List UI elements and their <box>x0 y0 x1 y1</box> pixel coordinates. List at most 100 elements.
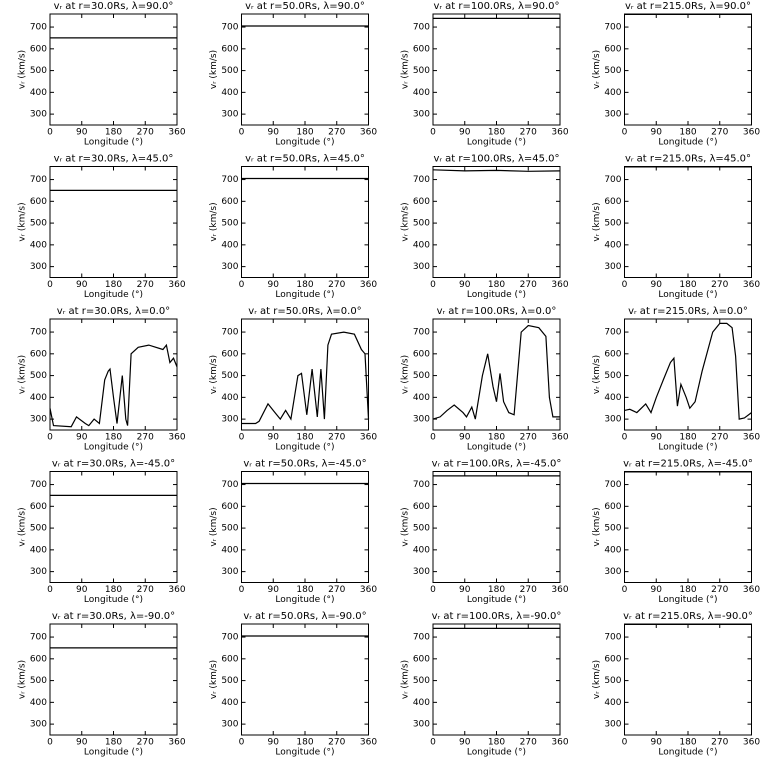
y-tick-label: 500 <box>413 371 430 381</box>
y-tick-label: 500 <box>30 676 47 686</box>
y-tick-label: 600 <box>30 44 47 54</box>
plot-frame <box>49 13 178 126</box>
y-tick-label: 700 <box>221 23 238 33</box>
x-tick-label: 0 <box>430 280 436 290</box>
plot-frame <box>624 471 752 583</box>
y-tick-label: 300 <box>604 720 621 730</box>
x-tick-label: 360 <box>360 585 377 595</box>
x-tick-label: 360 <box>360 128 377 138</box>
x-tick-label: 90 <box>651 280 663 290</box>
y-tick-label: 400 <box>413 545 430 555</box>
data-line <box>432 324 560 420</box>
y-axis-label: vᵣ (km/s) <box>18 507 28 546</box>
x-axis-label: Longitude (°) <box>275 748 334 758</box>
x-tick-label: 180 <box>488 585 505 595</box>
x-tick-label: 90 <box>268 280 280 290</box>
y-axis-label: vᵣ (km/s) <box>18 660 28 699</box>
x-tick-label: 90 <box>268 433 280 443</box>
y-tick-label: 400 <box>604 545 621 555</box>
x-tick-label: 0 <box>430 433 436 443</box>
y-tick-label: 600 <box>413 197 430 207</box>
y-axis-label: vᵣ (km/s) <box>18 202 28 241</box>
plot-frame <box>49 471 178 583</box>
y-tick-label: 400 <box>604 698 621 708</box>
x-tick-label: 0 <box>47 433 53 443</box>
plot-frame <box>624 166 752 278</box>
x-tick-label: 0 <box>47 738 53 748</box>
x-tick-label: 0 <box>430 585 436 595</box>
x-tick-label: 360 <box>360 738 377 748</box>
x-tick-label: 0 <box>430 128 436 138</box>
plot-frame <box>49 318 178 431</box>
y-axis-label: vᵣ (km/s) <box>18 50 28 89</box>
y-axis-label: vᵣ (km/s) <box>209 50 219 89</box>
y-tick-label: 700 <box>604 175 621 185</box>
y-tick-label: 300 <box>221 720 238 730</box>
x-tick-label: 0 <box>622 433 628 443</box>
plot-frame <box>624 623 752 736</box>
plot-frame <box>241 318 369 431</box>
y-tick-label: 600 <box>604 654 621 664</box>
x-tick-label: 0 <box>622 738 628 748</box>
x-axis-label: Longitude (°) <box>467 443 526 453</box>
x-tick-label: 180 <box>679 128 696 138</box>
y-tick-label: 300 <box>413 262 430 272</box>
y-tick-label: 500 <box>30 524 47 534</box>
data-line <box>241 331 370 425</box>
x-tick-label: 90 <box>76 280 88 290</box>
plot-frame <box>241 166 369 278</box>
x-tick-label: 270 <box>711 433 728 443</box>
y-tick-label: 500 <box>413 676 430 686</box>
y-tick-label: 600 <box>413 349 430 359</box>
x-tick-label: 0 <box>47 280 53 290</box>
x-tick-label: 180 <box>679 738 696 748</box>
x-tick-label: 360 <box>168 128 185 138</box>
x-tick-label: 90 <box>459 738 471 748</box>
x-tick-label: 270 <box>328 585 345 595</box>
y-tick-label: 300 <box>604 110 621 120</box>
x-tick-label: 90 <box>268 738 280 748</box>
y-tick-label: 700 <box>221 480 238 490</box>
chart-title: vᵣ at r=100.0Rs, λ=-45.0° <box>432 459 562 470</box>
x-tick-label: 0 <box>47 585 53 595</box>
x-tick-label: 90 <box>268 585 280 595</box>
chart-title: vᵣ at r=100.0Rs, λ=-90.0° <box>432 611 562 622</box>
x-axis-label: Longitude (°) <box>658 443 717 453</box>
x-tick-label: 360 <box>360 280 377 290</box>
y-tick-label: 700 <box>30 328 47 338</box>
x-tick-label: 0 <box>47 128 53 138</box>
x-tick-label: 90 <box>76 738 88 748</box>
plot-frame <box>49 623 178 736</box>
x-axis-label: Longitude (°) <box>84 290 143 300</box>
y-tick-label: 400 <box>221 88 238 98</box>
chart-title: vᵣ at r=100.0Rs, λ=0.0° <box>437 306 557 317</box>
x-axis-label: Longitude (°) <box>658 138 717 148</box>
y-tick-label: 600 <box>30 197 47 207</box>
x-tick-label: 90 <box>459 585 471 595</box>
y-tick-label: 400 <box>604 88 621 98</box>
x-tick-label: 180 <box>488 738 505 748</box>
y-tick-label: 300 <box>221 262 238 272</box>
x-axis-label: Longitude (°) <box>84 748 143 758</box>
x-tick-label: 90 <box>76 128 88 138</box>
x-tick-label: 360 <box>743 585 760 595</box>
x-tick-label: 270 <box>711 280 728 290</box>
x-tick-label: 360 <box>551 128 568 138</box>
x-tick-label: 180 <box>105 585 122 595</box>
y-tick-label: 400 <box>221 545 238 555</box>
y-tick-label: 400 <box>413 240 430 250</box>
y-tick-label: 700 <box>30 23 47 33</box>
data-line <box>49 343 178 428</box>
y-tick-label: 500 <box>604 371 621 381</box>
y-tick-label: 300 <box>30 720 47 730</box>
y-tick-label: 500 <box>604 66 621 76</box>
y-tick-label: 400 <box>30 240 47 250</box>
y-axis-label: vᵣ (km/s) <box>401 660 411 699</box>
x-tick-label: 180 <box>488 433 505 443</box>
plot-frame <box>49 166 178 278</box>
x-tick-label: 180 <box>296 433 313 443</box>
x-tick-label: 180 <box>105 128 122 138</box>
y-axis-label: vᵣ (km/s) <box>592 202 602 241</box>
x-axis-label: Longitude (°) <box>275 138 334 148</box>
